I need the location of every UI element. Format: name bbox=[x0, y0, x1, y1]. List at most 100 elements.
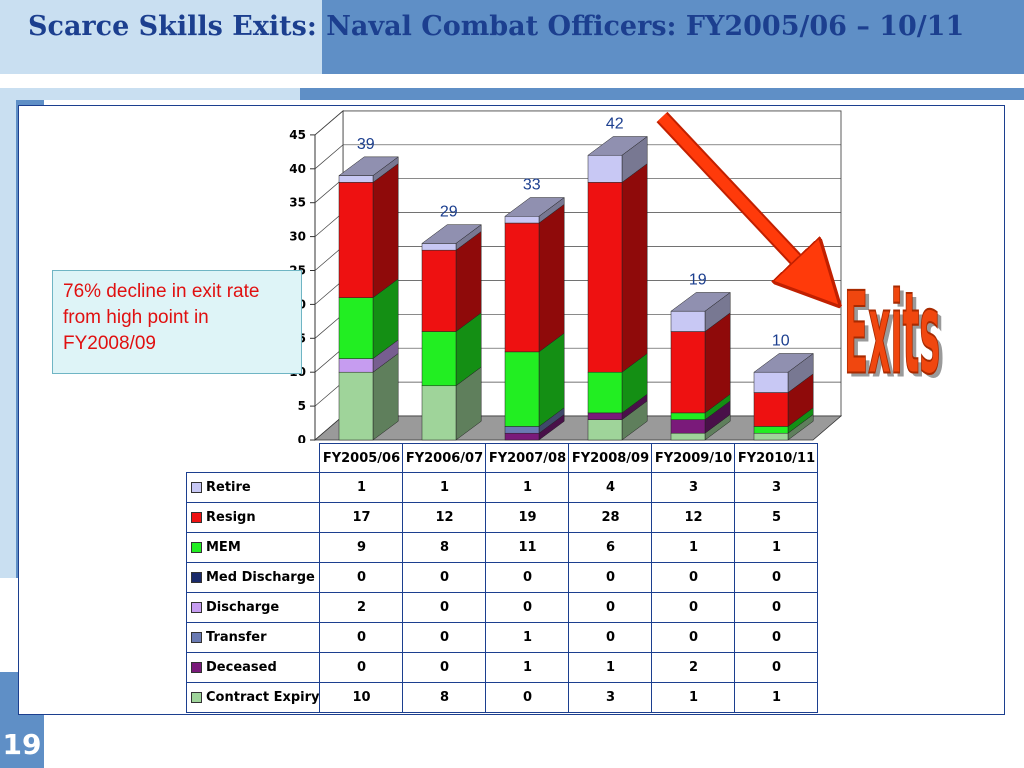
table-cell: 8 bbox=[402, 532, 487, 563]
table-cell: 0 bbox=[734, 652, 819, 683]
legend-swatch-icon bbox=[191, 692, 202, 703]
total-label: 29 bbox=[440, 204, 458, 221]
sidebar-band-light bbox=[0, 100, 16, 578]
table-row-label: Transfer bbox=[185, 622, 321, 653]
bar-stack bbox=[504, 197, 565, 441]
table-body: Retire 1 1 1 4 3 3 Resign 17 12 19 28 12 5 MEM 9 8 11 6 1 1 M… bbox=[185, 472, 819, 713]
table-cell: 1 bbox=[402, 472, 487, 503]
header-band-light bbox=[0, 0, 322, 74]
table-cell: 6 bbox=[568, 532, 653, 563]
bar-side bbox=[538, 203, 565, 353]
bar-segment bbox=[587, 412, 623, 420]
table-column-header: FY2007/08 bbox=[485, 443, 570, 473]
total-label: 33 bbox=[523, 177, 541, 194]
bar-segment bbox=[421, 385, 457, 441]
gridline bbox=[314, 110, 841, 136]
bar-segment bbox=[504, 216, 540, 224]
bar-stack bbox=[338, 156, 399, 441]
bar-segment bbox=[421, 243, 457, 251]
table-cell: 0 bbox=[734, 562, 819, 593]
table-row-label: Deceased bbox=[185, 652, 321, 683]
table-cell: 3 bbox=[734, 472, 819, 503]
bar-segment bbox=[338, 182, 374, 298]
table-row: Retire 1 1 1 4 3 3 bbox=[185, 472, 819, 503]
table-cell: 19 bbox=[485, 502, 570, 533]
bar-segment bbox=[338, 358, 374, 373]
bar-segment bbox=[753, 392, 789, 427]
y-tick-label: 5 bbox=[298, 399, 306, 413]
table-cell: 1 bbox=[485, 652, 570, 683]
bar-side bbox=[621, 163, 648, 373]
data-table: FY2005/06 FY2006/07 FY2007/08 FY2008/09 FY20… bbox=[185, 443, 819, 713]
gridline bbox=[314, 144, 841, 170]
y-tick-label: 30 bbox=[289, 230, 306, 244]
table-row: Deceased 0 0 1 1 2 0 bbox=[185, 652, 819, 683]
table-cell: 1 bbox=[734, 532, 819, 563]
table-cell: 0 bbox=[485, 562, 570, 593]
bar-top bbox=[504, 197, 565, 217]
bar-segment bbox=[587, 419, 623, 441]
y-tick-label: 35 bbox=[289, 196, 306, 210]
total-label: 19 bbox=[689, 271, 707, 288]
table-cell: 3 bbox=[568, 682, 653, 713]
table-column-header: FY2010/11 bbox=[734, 443, 819, 473]
table-cell: 0 bbox=[568, 562, 653, 593]
total-label: 39 bbox=[357, 136, 375, 153]
y-tick-label: 40 bbox=[289, 162, 306, 176]
table-row-label: Resign bbox=[185, 502, 321, 533]
table-cell: 1 bbox=[651, 532, 736, 563]
total-label: 42 bbox=[606, 116, 624, 133]
exits-wordart: Exits Exits bbox=[844, 266, 945, 403]
bar-stack bbox=[421, 224, 482, 441]
y-tick-label: 0 bbox=[298, 433, 306, 447]
legend-swatch-icon bbox=[191, 662, 202, 673]
bar-top bbox=[421, 224, 482, 244]
bar-segment bbox=[504, 426, 540, 434]
table-cell: 10 bbox=[319, 682, 404, 713]
bar-side bbox=[372, 163, 399, 299]
table-column-header: FY2008/09 bbox=[568, 443, 653, 473]
table-cell: 1 bbox=[568, 652, 653, 683]
total-label: 10 bbox=[772, 332, 790, 349]
table-cell: 0 bbox=[319, 622, 404, 653]
table-cell: 8 bbox=[402, 682, 487, 713]
legend-swatch-icon bbox=[191, 512, 202, 523]
bar-top bbox=[587, 136, 648, 156]
bar-segment bbox=[338, 175, 374, 183]
divider-band-dark bbox=[300, 88, 1024, 100]
table-cell: 28 bbox=[568, 502, 653, 533]
total-labels: 39 29 33 42 19 10 bbox=[357, 116, 790, 350]
bar-segment bbox=[753, 371, 789, 393]
exits-text: Exits bbox=[844, 267, 940, 399]
table-cell: 0 bbox=[402, 562, 487, 593]
bar-segment bbox=[670, 310, 706, 332]
table-row-label: Med Discharge bbox=[185, 562, 321, 593]
table-cell: 1 bbox=[651, 682, 736, 713]
bar-segment bbox=[338, 371, 374, 441]
bar-segment bbox=[753, 426, 789, 434]
table-cell: 3 bbox=[651, 472, 736, 503]
table-cell: 12 bbox=[651, 502, 736, 533]
legend-swatch-icon bbox=[191, 602, 202, 613]
table-cell: 0 bbox=[568, 622, 653, 653]
legend-swatch-icon bbox=[191, 572, 202, 583]
table-row: Discharge 2 0 0 0 0 0 bbox=[185, 592, 819, 623]
table-cell: 4 bbox=[568, 472, 653, 503]
bar-segment bbox=[504, 351, 540, 427]
bar-stack bbox=[753, 352, 814, 441]
bar-segment bbox=[753, 432, 789, 441]
table-corner bbox=[186, 443, 321, 473]
table-cell: 12 bbox=[402, 502, 487, 533]
table-row: Resign 17 12 19 28 12 5 bbox=[185, 502, 819, 533]
bar-segment bbox=[670, 419, 706, 434]
legend-swatch-icon bbox=[191, 542, 202, 553]
table-cell: 11 bbox=[485, 532, 570, 563]
arrow-icon bbox=[657, 113, 818, 283]
table-cell: 0 bbox=[651, 592, 736, 623]
decline-arrow bbox=[656, 111, 818, 283]
bar-top bbox=[753, 353, 814, 373]
legend-swatch-icon bbox=[191, 482, 202, 493]
table-cell: 9 bbox=[319, 532, 404, 563]
exits-shadow: Exits bbox=[848, 271, 944, 403]
table-cell: 5 bbox=[734, 502, 819, 533]
